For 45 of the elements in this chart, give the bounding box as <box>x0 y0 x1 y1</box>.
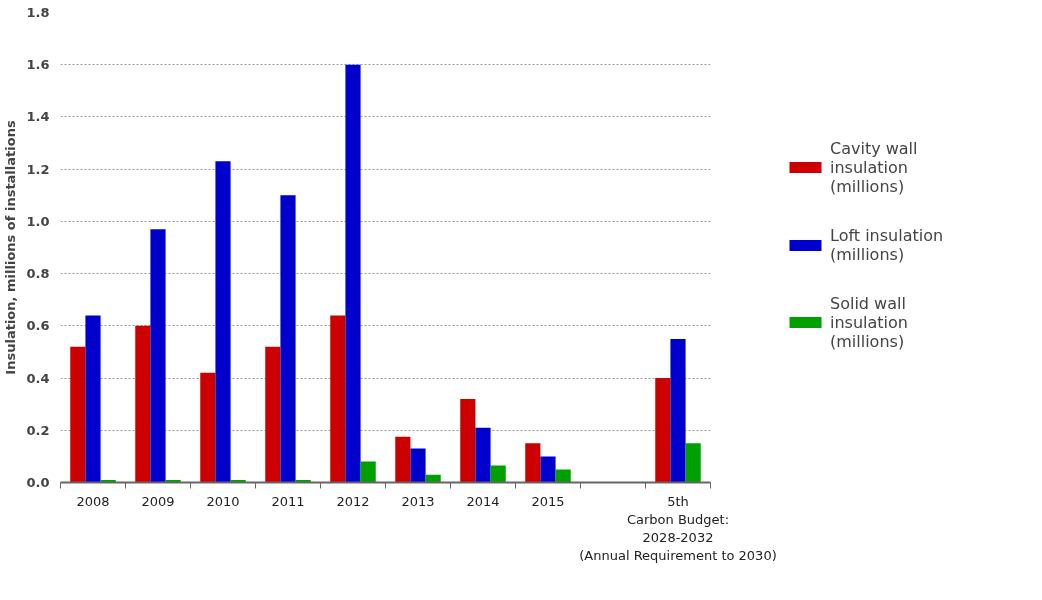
x-tick-label: 2014 <box>466 493 500 509</box>
bar <box>345 64 361 483</box>
bar <box>555 469 571 483</box>
bar <box>670 338 686 483</box>
x-tick-label: 2015 <box>531 493 565 509</box>
legend-label: Cavity wall insulation (millions) <box>830 138 918 196</box>
bar <box>200 372 216 483</box>
bar <box>330 315 346 483</box>
x-tick-label: 2009 <box>141 493 175 509</box>
legend-label: Loft insulation (millions) <box>830 225 944 264</box>
x-tick-label: 2013 <box>401 493 435 509</box>
bar <box>475 427 491 483</box>
bar <box>150 229 166 483</box>
bar <box>460 398 476 483</box>
bar <box>655 378 671 483</box>
bar <box>215 161 231 483</box>
bar <box>135 325 151 483</box>
y-tick-label: 0.4 <box>26 370 50 386</box>
x-tick-label: 5th Carbon Budget: 2028-2032 (Annual Requirement to 2030) <box>579 493 777 563</box>
bar <box>685 443 701 483</box>
bar <box>395 436 411 483</box>
bar <box>360 461 376 483</box>
x-tick-label: 2008 <box>76 493 110 509</box>
y-tick-label: 0.6 <box>26 318 50 334</box>
y-tick-label: 1.2 <box>26 161 50 177</box>
y-tick-label: 0.0 <box>26 475 50 490</box>
x-tick-label: 2011 <box>271 493 305 509</box>
y-tick-label: 1.6 <box>26 57 50 73</box>
bar <box>280 195 296 483</box>
bar <box>410 448 426 483</box>
bar <box>70 346 86 483</box>
bar <box>525 443 541 483</box>
y-axis-title: Insulation, millions of installations <box>3 120 19 375</box>
bar <box>85 315 101 483</box>
x-tick-label: 2010 <box>206 493 240 509</box>
bar <box>490 465 506 483</box>
y-tick-label: 1.0 <box>26 213 50 229</box>
x-tick-label: 2012 <box>336 493 370 509</box>
y-tick-label: 0.2 <box>26 422 50 438</box>
bar <box>540 456 556 483</box>
legend-label: Solid wall insulation (millions) <box>830 293 908 351</box>
bar <box>265 346 281 483</box>
y-tick-label: 1.4 <box>26 109 50 125</box>
y-tick-label: 0.8 <box>26 266 50 282</box>
y-tick-label: 1.8 <box>26 5 50 20</box>
